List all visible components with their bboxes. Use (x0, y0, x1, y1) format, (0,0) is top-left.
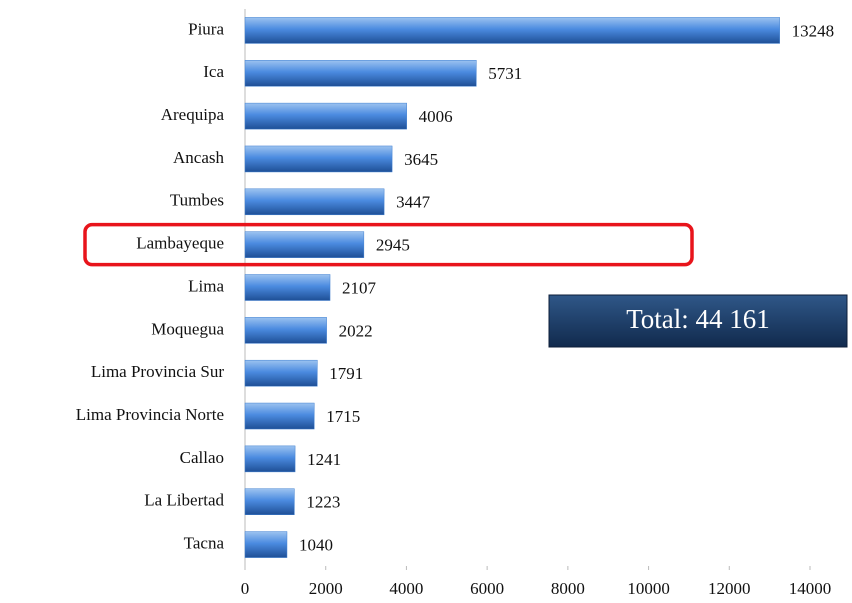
y-tick-label: Lima (188, 276, 224, 295)
bar (244, 359, 318, 387)
bar (244, 60, 477, 87)
x-tick-label: 10000 (627, 579, 670, 598)
data-label: 2107 (342, 278, 377, 297)
bar (244, 531, 288, 558)
bar (244, 488, 295, 515)
bar (244, 231, 365, 258)
data-label: 13248 (792, 21, 835, 40)
x-tick-label: 14000 (789, 579, 832, 598)
y-tick-label: Moquegua (151, 319, 224, 338)
bar (244, 274, 331, 301)
x-tick-label: 2000 (309, 579, 343, 598)
bar (244, 145, 393, 173)
total-annotation: Total: 44 161 (626, 304, 770, 334)
bar (244, 188, 385, 216)
y-tick-label: La Libertad (144, 491, 224, 510)
y-tick-label: Tacna (184, 533, 225, 552)
y-tick-label: Ica (203, 62, 224, 81)
data-label: 3447 (396, 193, 431, 212)
x-tick-label: 0 (241, 579, 250, 598)
x-tick-label: 8000 (551, 579, 585, 598)
total-box (548, 294, 848, 348)
data-label: 2945 (376, 236, 410, 255)
y-tick-label: Ancash (173, 148, 224, 167)
data-label: 1241 (307, 450, 341, 469)
y-tick-label: Callao (180, 448, 224, 467)
data-label: 1040 (299, 535, 333, 554)
data-label: 3645 (404, 150, 438, 169)
x-tick-label: 6000 (470, 579, 504, 598)
data-label: 2022 (339, 321, 373, 340)
data-label: 1715 (326, 407, 360, 426)
data-label: 1223 (306, 493, 340, 512)
data-label: 1791 (329, 364, 363, 383)
y-tick-label: Tumbes (170, 191, 224, 210)
data-label: 5731 (488, 64, 522, 83)
data-label: 4006 (419, 107, 453, 126)
x-tick-label: 4000 (389, 579, 423, 598)
y-tick-label: Lima Provincia Sur (91, 362, 224, 381)
y-tick-label: Lambayeque (136, 234, 224, 253)
bar (244, 102, 407, 130)
highlight-box (83, 222, 694, 267)
bar (244, 317, 327, 344)
y-tick-label: Piura (188, 19, 224, 38)
bar (244, 17, 780, 44)
bar (244, 402, 315, 430)
y-tick-label: Arequipa (161, 105, 225, 124)
y-tick-label: Lima Provincia Norte (76, 405, 224, 424)
bar (244, 445, 296, 473)
x-tick-label: 12000 (708, 579, 751, 598)
